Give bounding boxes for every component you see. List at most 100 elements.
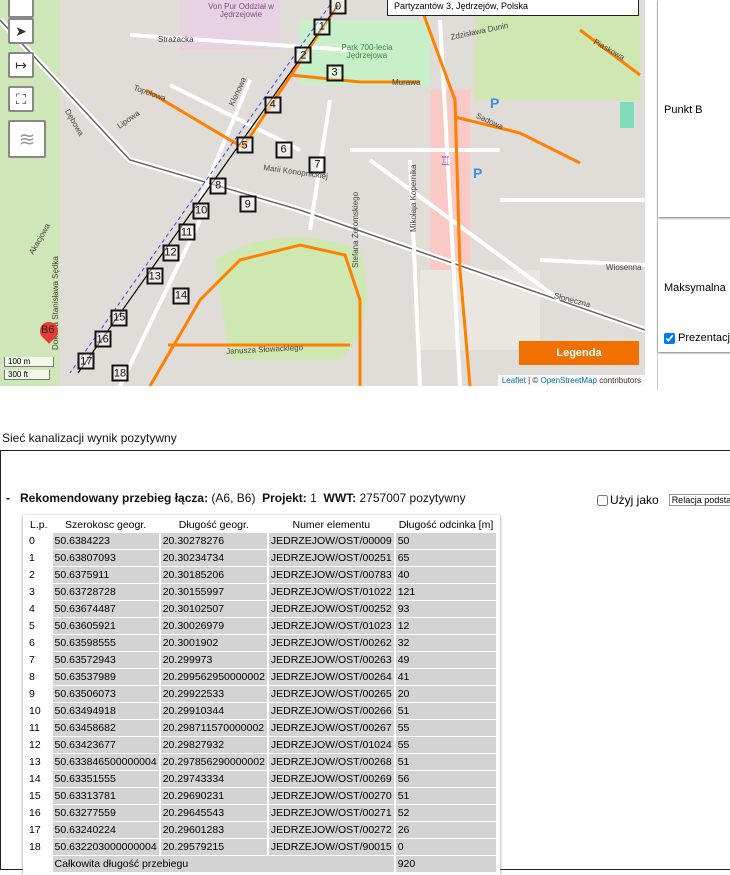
length-cell: 51 — [395, 703, 497, 719]
latitude-cell: 50.63605921 — [52, 618, 159, 634]
scale-metric: 100 m — [4, 357, 54, 367]
legend-button[interactable]: Legenda — [519, 341, 639, 365]
column-header: L.p. — [30, 519, 48, 531]
element-cell: JEDRZEJOW/OST/01023 — [268, 618, 394, 634]
element-cell: JEDRZEJOW/OST/00251 — [268, 550, 394, 566]
longitude-cell: 20.299973 — [160, 652, 267, 668]
table-row: 10 50.63494918 20.29910344 JEDRZEJOW/OST/00… — [27, 703, 497, 719]
route-marker[interactable]: 7 — [308, 156, 326, 174]
route-marker[interactable]: 4 — [264, 96, 282, 114]
length-cell: 40 — [395, 567, 497, 583]
leaflet-link[interactable]: Leaflet — [501, 376, 526, 385]
lp-cell: 6 — [27, 635, 51, 651]
route-marker[interactable]: 12 — [162, 244, 179, 262]
route-marker[interactable]: 1 — [313, 18, 331, 36]
table-row: 5 50.63605921 20.30026979 JEDRZEJOW/OST/010… — [27, 618, 497, 634]
lp-cell: 15 — [27, 788, 51, 804]
element-cell: JEDRZEJOW/OST/00272 — [268, 822, 394, 838]
length-cell: 55 — [395, 737, 497, 753]
longitude-cell: 20.299562950000002 — [160, 669, 267, 685]
prezentacja-option[interactable]: Prezentacj — [664, 332, 730, 344]
fullscreen-icon[interactable]: ⛶ — [8, 86, 34, 112]
length-cell: 12 — [395, 618, 497, 634]
column-header: Szerokosc geogr. — [65, 519, 147, 531]
longitude-cell: 20.30102507 — [160, 601, 267, 617]
maksymalna-label: Maksymalna — [664, 282, 726, 294]
projekt-value: 1 — [310, 491, 317, 505]
svg-text:♖: ♖ — [440, 154, 451, 168]
attribution: Leaflet | © OpenStreetMap contributors — [497, 375, 645, 386]
latitude-cell: 50.63423677 — [52, 737, 159, 753]
length-cell: 26 — [395, 822, 497, 838]
route-marker[interactable]: 16 — [94, 330, 112, 348]
length-cell: 41 — [395, 669, 497, 685]
route-marker[interactable]: 0 — [329, 0, 347, 15]
use-as: Użyj jako Relacja podsta — [597, 493, 730, 507]
route-marker[interactable]: 8 — [209, 177, 227, 195]
lp-cell: 11 — [27, 720, 51, 736]
route-marker[interactable]: 6 — [275, 141, 293, 159]
route-marker[interactable]: 15 — [110, 309, 128, 327]
poi-label: Von Pur Oddział w Jędrzejowie — [208, 2, 274, 19]
length-cell: 51 — [395, 788, 497, 804]
route-marker[interactable]: 17 — [77, 352, 95, 370]
relation-select[interactable]: Relacja podsta — [668, 494, 730, 506]
element-cell: JEDRZEJOW/OST/00252 — [268, 601, 394, 617]
longitude-cell: 20.297856290000002 — [160, 754, 267, 770]
element-cell: JEDRZEJOW/OST/00267 — [268, 720, 394, 736]
route-marker[interactable]: 10 — [192, 202, 210, 220]
osm-link[interactable]: OpenStreetMap — [540, 376, 597, 385]
table-row: 4 50.63674487 20.30102507 JEDRZEJOW/OST/002… — [27, 601, 497, 617]
lp-cell: 7 — [27, 652, 51, 668]
map[interactable]: ♖ P P Strażacka Topolowa Lipowa Klonowa … — [0, 0, 645, 386]
lp-cell: 3 — [27, 584, 51, 600]
prezentacja-checkbox[interactable] — [664, 332, 675, 344]
route-marker[interactable]: 14 — [172, 287, 190, 305]
wwt-label: WWT: — [323, 491, 357, 505]
lp-cell: 0 — [27, 533, 51, 549]
latitude-cell: 50.63277559 — [52, 805, 159, 821]
address-box: Partyzantów 3, Jędrzejów, Polska — [387, 0, 639, 16]
element-cell: JEDRZEJOW/OST/00262 — [268, 635, 394, 651]
prezentacja-label: Prezentacj — [678, 332, 730, 344]
latitude-cell: 50.63240224 — [52, 822, 159, 838]
route-line — [77, 4, 339, 374]
length-cell: 55 — [395, 720, 497, 736]
route-marker[interactable]: 18 — [111, 364, 129, 382]
route-marker[interactable]: 11 — [178, 223, 196, 241]
latitude-cell: 50.63598555 — [52, 635, 159, 651]
table-row: 11 50.63458682 20.298711570000002 JEDRZEJOW… — [27, 720, 497, 736]
layers-icon[interactable]: ≋ — [8, 120, 46, 158]
column-header: Długość odcinka [m] — [398, 519, 494, 531]
longitude-cell: 20.30234734 — [160, 550, 267, 566]
lp-cell: 2 — [27, 567, 51, 583]
element-cell: JEDRZEJOW/OST/00783 — [268, 567, 394, 583]
latitude-cell: 50.632203000000004 — [52, 839, 159, 855]
total-label: Całkowita długość przebiegu — [52, 856, 394, 872]
measure-icon[interactable]: ↦ — [8, 52, 34, 78]
zoom-out-button[interactable] — [8, 0, 34, 18]
lp-cell: 14 — [27, 771, 51, 787]
element-cell: JEDRZEJOW/OST/00266 — [268, 703, 394, 719]
longitude-cell: 20.30155997 — [160, 584, 267, 600]
route-marker[interactable]: 13 — [146, 267, 164, 285]
table-row: 2 50.6375911 20.30185206 JEDRZEJOW/OST/0078… — [27, 567, 497, 583]
route-marker[interactable]: 9 — [239, 195, 257, 213]
use-as-label: Użyj jako — [610, 493, 659, 507]
punkt-b-label: Punkt B — [664, 104, 703, 116]
table-row: 15 50.63313781 20.29690231 JEDRZEJOW/OST/00… — [27, 788, 497, 804]
side-panel: Punkt B Maksymalna Prezentacj — [657, 0, 730, 390]
length-cell: 51 — [395, 754, 497, 770]
use-as-checkbox[interactable] — [597, 494, 608, 506]
result-box: - Rekomendowany przebieg łącza: (A6, B6)… — [0, 450, 730, 875]
total-row: Całkowita długość przebiegu 920 — [27, 856, 497, 872]
route-marker[interactable]: 2 — [294, 46, 312, 64]
total-value: 920 — [395, 856, 497, 872]
route-marker[interactable]: 5 — [236, 136, 254, 154]
table-row: 18 50.632203000000004 20.29579215 JEDRZEJOW… — [27, 839, 497, 855]
longitude-cell: 20.29910344 — [160, 703, 267, 719]
collapse-toggle[interactable]: - — [6, 491, 10, 505]
route-marker[interactable]: 3 — [326, 64, 344, 82]
element-cell: JEDRZEJOW/OST/90015 — [268, 839, 394, 855]
locate-icon[interactable]: ➤ — [8, 18, 34, 44]
